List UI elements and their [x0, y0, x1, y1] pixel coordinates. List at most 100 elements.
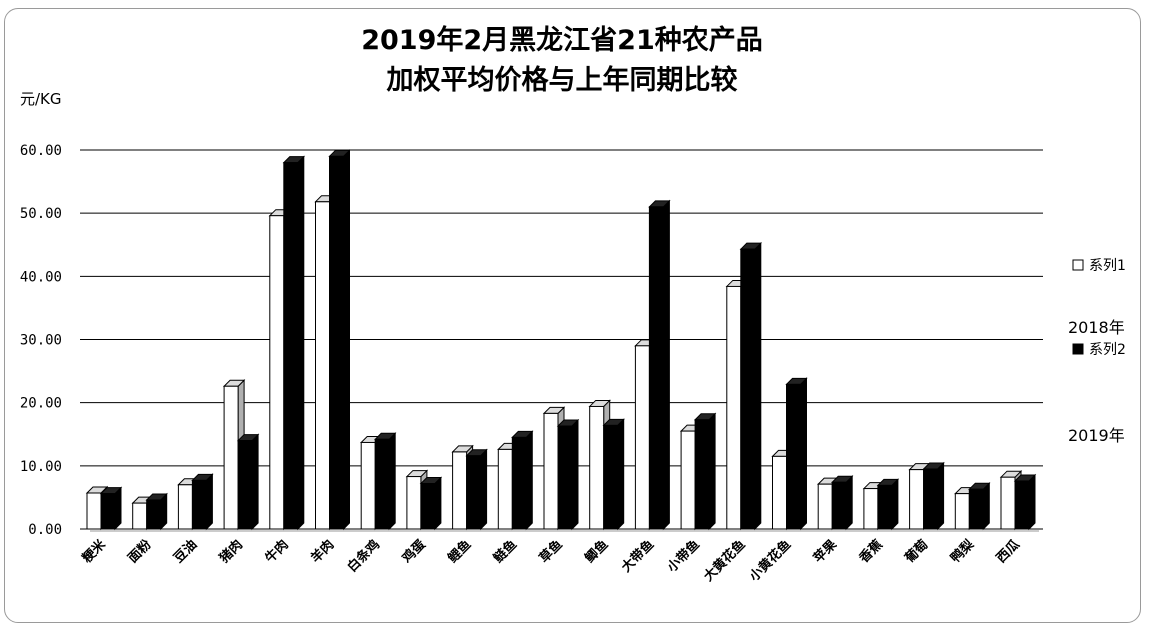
bar-side — [388, 432, 396, 531]
bar-side — [617, 418, 625, 531]
x-tick-label: 大带鱼 — [618, 537, 657, 576]
bars — [85, 149, 1037, 531]
chart-title-line-2: 加权平均价格与上年同期比较 — [387, 64, 738, 96]
bar-front — [1000, 476, 1016, 530]
bar-side — [800, 377, 807, 531]
bar-side — [662, 199, 670, 531]
legend-swatch — [1072, 343, 1084, 355]
bar-series2 — [602, 418, 625, 531]
bar-front — [968, 488, 984, 530]
x-tick-label: 小黄花鱼 — [746, 537, 794, 585]
bar-front — [863, 488, 879, 530]
x-tick-label: 猪肉 — [216, 537, 246, 567]
bar-side — [434, 476, 442, 531]
bar-side — [114, 486, 122, 531]
y-tick-label: 40.00 — [20, 269, 62, 285]
bar-side — [343, 149, 350, 531]
bar-series2 — [556, 418, 580, 531]
bar-front — [283, 162, 299, 530]
x-tick-label: 鸡蛋 — [398, 537, 428, 567]
x-tick-label: 鲫鱼 — [582, 537, 612, 567]
bar-front — [315, 201, 330, 530]
bar-front — [466, 455, 482, 530]
bar-side — [845, 475, 853, 531]
bar-front — [680, 430, 696, 530]
bar-side — [1028, 473, 1036, 531]
x-tick-label: 苹果 — [810, 537, 840, 567]
bar-series2 — [465, 448, 488, 531]
bar-series2 — [876, 478, 900, 531]
x-tick-label: 牛肉 — [262, 537, 292, 567]
bar-series2 — [1013, 473, 1037, 531]
x-tick-label: 小带鱼 — [664, 537, 703, 576]
bar-front — [511, 436, 527, 530]
bar-side — [571, 418, 579, 531]
bar-front — [360, 441, 376, 530]
bar-series2 — [328, 149, 351, 531]
bar-front — [86, 492, 102, 530]
chart-title-line-1: 2019年2月黑龙江省21种农产品 — [361, 24, 763, 56]
bar-side — [480, 448, 488, 531]
bar-front — [191, 479, 207, 530]
bar-front — [374, 438, 390, 530]
legend-swatch — [1072, 259, 1084, 271]
bar-series2 — [739, 241, 763, 531]
legend-label: 系列2 — [1089, 342, 1126, 358]
bar-series2 — [282, 155, 306, 531]
bar-side — [297, 155, 305, 531]
bar-front — [648, 206, 664, 530]
bar-front — [603, 424, 619, 530]
bar-front — [557, 425, 573, 530]
y-axis-label: 元/KG — [20, 90, 62, 108]
x-tick-label: 大黄花鱼 — [701, 537, 749, 585]
bar-front — [740, 248, 756, 530]
bar-series2 — [785, 377, 808, 531]
bar-series2 — [373, 432, 397, 531]
bar-side — [251, 433, 259, 531]
bar-front — [420, 483, 436, 530]
bar-series2 — [511, 430, 534, 531]
legend-note: 2019年 — [1068, 426, 1125, 445]
bar-series2 — [236, 433, 260, 531]
bar-front — [497, 448, 513, 530]
bar-front — [329, 155, 344, 530]
bar-side — [708, 412, 716, 531]
bar-series2 — [99, 486, 123, 531]
legend-label: 系列1 — [1089, 258, 1126, 274]
y-tick-label: 10.00 — [20, 459, 62, 475]
y-tick-labels: 0.00 10.00 20.00 30.00 40.00 50.00 60.00 — [20, 143, 62, 538]
bar-front — [831, 481, 847, 530]
bar-series2 — [145, 492, 168, 531]
bar-side — [205, 473, 213, 531]
bar-side — [754, 241, 762, 531]
y-tick-label: 30.00 — [20, 333, 62, 349]
bar-side — [891, 478, 899, 531]
bar-side — [937, 461, 945, 531]
x-tick-label: 香蕉 — [855, 537, 885, 567]
bar-front — [817, 483, 833, 530]
y-tick-label: 50.00 — [20, 206, 62, 222]
bar-front — [223, 385, 239, 530]
bar-series2 — [648, 199, 671, 531]
x-tick-label: 鲤鱼 — [444, 537, 474, 567]
bar-front — [726, 285, 742, 530]
bar-front — [909, 469, 925, 530]
bar-front — [589, 405, 605, 530]
bar-front — [877, 484, 893, 530]
bar-front — [923, 468, 939, 530]
bar-front — [177, 484, 193, 530]
x-tick-label: 葡萄 — [901, 537, 931, 567]
x-tick-label: 西瓜 — [994, 537, 1023, 566]
y-tick-label: 0.00 — [28, 522, 62, 538]
bar-front — [772, 455, 787, 530]
x-tick-label: 粳米 — [78, 536, 109, 567]
chart-frame — [4, 8, 1141, 623]
bar-front — [100, 493, 116, 530]
bar-series2 — [191, 473, 214, 531]
bar-front — [1014, 480, 1030, 530]
x-tick-label: 豆油 — [171, 537, 201, 567]
bar-side — [982, 481, 990, 531]
bar-front — [634, 345, 650, 530]
